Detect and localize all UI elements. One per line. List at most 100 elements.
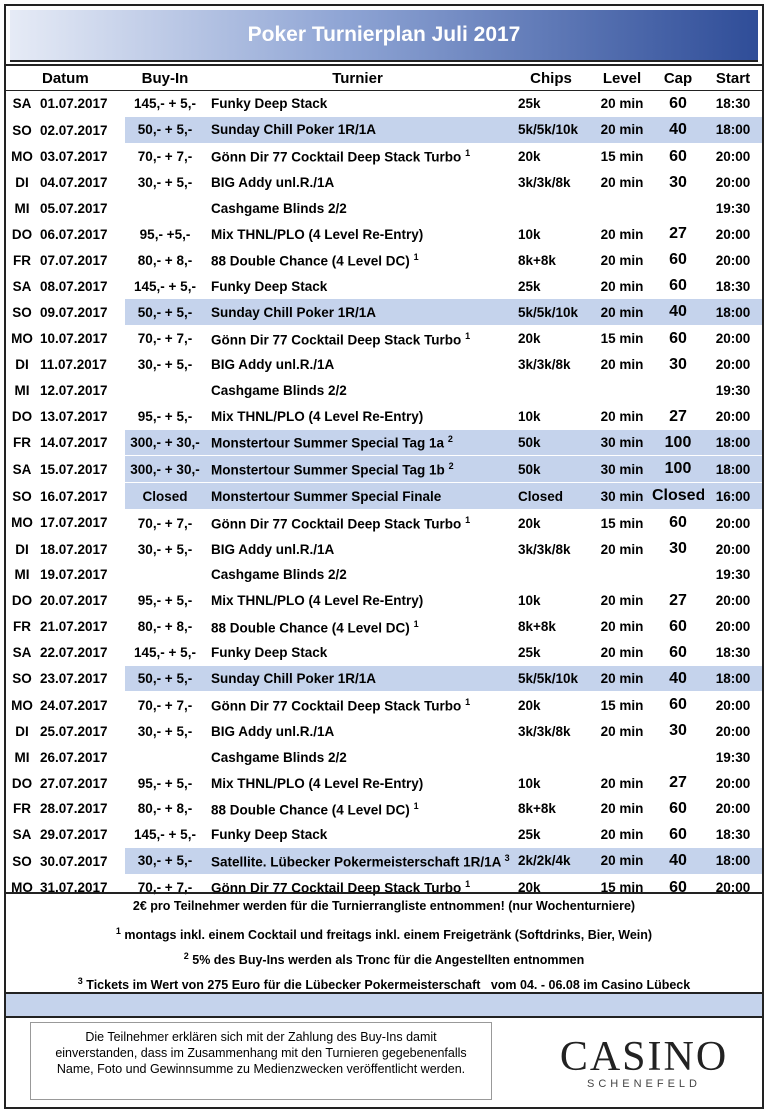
- cap: 30: [669, 722, 687, 740]
- cap: 60: [669, 825, 687, 843]
- date: 09.07.2017: [40, 304, 108, 320]
- cell-level: 20 min: [592, 404, 652, 430]
- start: 20:00: [715, 880, 751, 896]
- buy-in: 30,- + 5,-: [137, 723, 193, 739]
- cell-cap: 100: [652, 429, 704, 457]
- cell-level: 20 min: [592, 770, 652, 796]
- cell-buy-in: 50,- + 5,-: [125, 665, 205, 693]
- cap: 60: [669, 617, 687, 635]
- cell-day: SO: [6, 299, 38, 325]
- cell-chips: [510, 378, 592, 404]
- cell-cap: 40: [652, 116, 704, 144]
- cell-day: MO: [6, 510, 38, 536]
- cap: 60: [669, 878, 687, 896]
- cell-cap: [652, 196, 704, 222]
- cell-level: 15 min: [592, 692, 652, 718]
- cell-chips: [510, 744, 592, 770]
- footnote-ref: 1: [465, 330, 471, 341]
- cell-chips: 5k/5k/10k: [510, 299, 592, 327]
- cell-name: Cashgame Blinds 2/2: [205, 378, 510, 404]
- chips: 20k: [518, 515, 541, 531]
- cell-buy-in: 30,- + 5,-: [125, 170, 205, 196]
- cell-day: SO: [6, 666, 38, 692]
- cell-day: MO: [6, 143, 38, 169]
- name: 88 Double Chance (4 Level DC): [211, 802, 410, 818]
- header-cell: [6, 64, 38, 91]
- chips: 25k: [518, 645, 541, 661]
- disclaimer: Die Teilnehmer erklären sich mit der Zah…: [30, 1022, 492, 1100]
- footnote-text: montags inkl. einem Cocktail und freitag…: [124, 928, 653, 943]
- chips: 25k: [518, 827, 541, 843]
- cell-name: Funky Deep Stack: [205, 822, 510, 848]
- cell-name: Funky Deep Stack: [205, 91, 510, 117]
- cell-buy-in: Closed: [125, 482, 205, 511]
- cell-chips: 2k/2k/4k: [510, 847, 592, 875]
- name: Sunday Chill Poker 1R/1A: [211, 671, 377, 687]
- cell-buy-in: [125, 196, 205, 222]
- cap: 100: [664, 433, 692, 451]
- buy-in: 80,- + 8,-: [137, 252, 193, 268]
- cell-buy-in: 50,- + 5,-: [125, 116, 205, 144]
- cell-date: 11.07.2017: [38, 352, 125, 378]
- cell-level: 15 min: [592, 510, 652, 536]
- schedule-row: MI 12.07.2017 Cashgame Blinds 2/2 19:30: [6, 378, 762, 404]
- cell-chips: 50k: [510, 455, 592, 484]
- date: 30.07.2017: [40, 853, 108, 869]
- cell-buy-in: 30,- + 5,-: [125, 718, 205, 744]
- cell-name: BIG Addy unl.R./1A: [205, 170, 510, 196]
- start: 18:30: [715, 645, 751, 661]
- cell-day: MO: [6, 692, 38, 718]
- header-cell: Turnier: [205, 64, 510, 91]
- cell-day: DO: [6, 221, 38, 247]
- cell-name: Sunday Chill Poker 1R/1A: [205, 665, 510, 693]
- chips: 5k/5k/10k: [518, 304, 579, 320]
- cell-level: 20 min: [592, 665, 652, 693]
- cell-name: Cashgame Blinds 2/2: [205, 744, 510, 770]
- cell-level: 20 min: [592, 796, 652, 822]
- cell-name: Mix THNL/PLO (4 Level Re-Entry): [205, 770, 510, 796]
- cell-buy-in: 300,- + 30,-: [125, 455, 205, 484]
- cell-cap: 60: [652, 822, 704, 848]
- cell-level: 20 min: [592, 588, 652, 614]
- cell-cap: 40: [652, 847, 704, 875]
- schedule-row: DI 04.07.2017 30,- + 5,- BIG Addy unl.R./1A…: [6, 170, 762, 196]
- date: 13.07.2017: [40, 409, 108, 425]
- logo-name: CASINO: [559, 1034, 729, 1080]
- start: 20:00: [715, 515, 751, 531]
- cell-day: FR: [6, 796, 38, 822]
- cell-level: [592, 196, 652, 222]
- cell-start: 20:00: [704, 536, 762, 562]
- cell-level: 20 min: [592, 299, 652, 327]
- cell-name: Gönn Dir 77 Cocktail Deep Stack Turbo 1: [205, 143, 510, 169]
- cell-level: 15 min: [592, 874, 652, 900]
- chips: 10k: [518, 226, 541, 242]
- cell-level: 20 min: [592, 352, 652, 378]
- cell-cap: 27: [652, 588, 704, 614]
- cap: 30: [669, 173, 687, 191]
- footnote-ref: 1: [465, 514, 471, 525]
- cell-day: MO: [6, 326, 38, 352]
- buy-in: 70,- + 7,-: [137, 880, 193, 896]
- schedule-row: FR 28.07.2017 80,- + 8,- 88 Double Chance (…: [6, 796, 762, 822]
- buy-in: 95,- + 5,-: [137, 775, 193, 791]
- start: 20:00: [715, 541, 751, 557]
- cell-start: 19:30: [704, 196, 762, 222]
- cell-chips: 25k: [510, 640, 592, 666]
- cell-name: Mix THNL/PLO (4 Level Re-Entry): [205, 588, 510, 614]
- cap: 27: [669, 407, 687, 425]
- cap: 30: [669, 355, 687, 373]
- cell-name: 88 Double Chance (4 Level DC) 1: [205, 796, 510, 822]
- cell-date: 29.07.2017: [38, 822, 125, 848]
- day: DI: [15, 175, 29, 191]
- date: 05.07.2017: [40, 201, 108, 216]
- name: Monstertour Summer Special Tag 1b: [211, 462, 445, 478]
- cell-buy-in: 145,- + 5,-: [125, 91, 205, 117]
- schedule-row: MI 05.07.2017 Cashgame Blinds 2/2 19:30: [6, 196, 762, 222]
- start: 20:00: [715, 801, 751, 817]
- cell-start: 20:00: [704, 874, 762, 900]
- cell-level: 30 min: [592, 455, 652, 484]
- cell-chips: [510, 562, 592, 588]
- start: 20:00: [715, 149, 751, 165]
- buy-in: 80,- + 8,-: [137, 801, 193, 817]
- cell-date: 07.07.2017: [38, 247, 125, 273]
